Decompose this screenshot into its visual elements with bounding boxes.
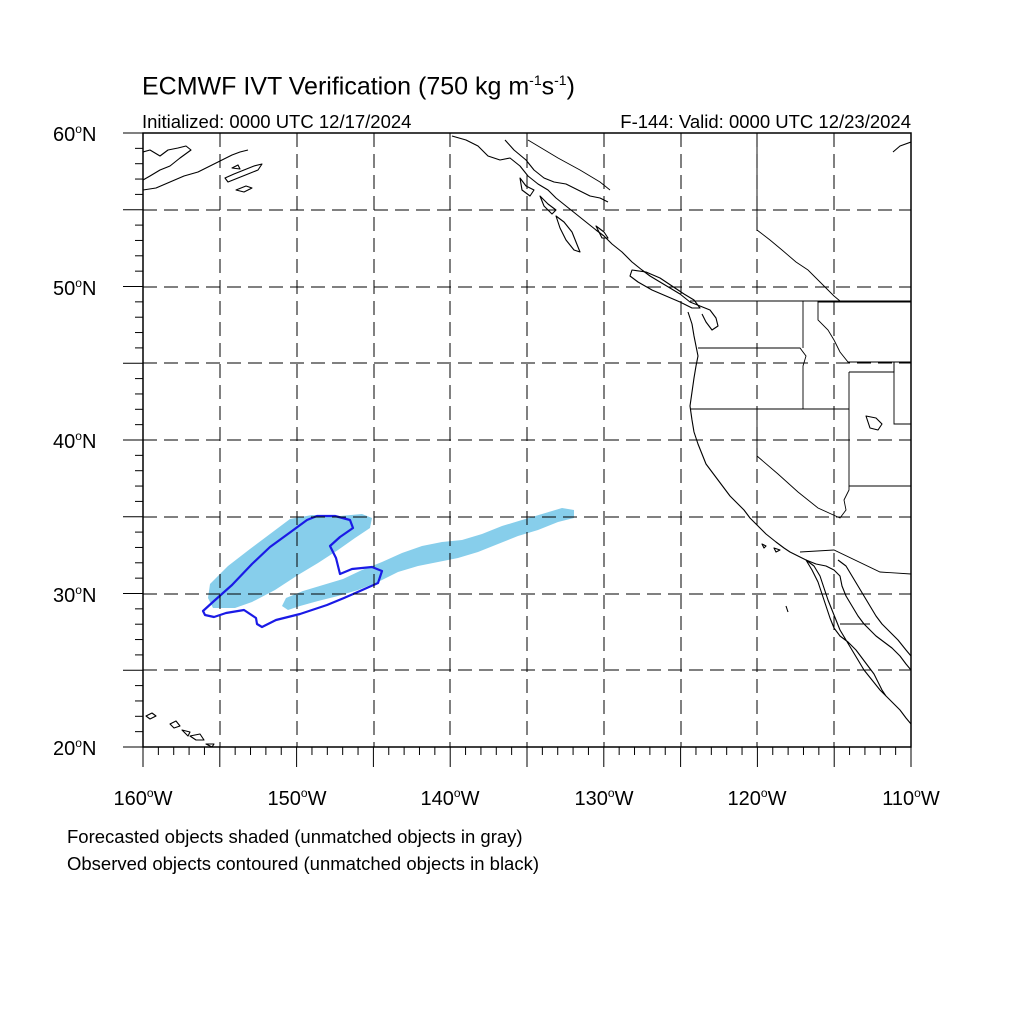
axis-ticks — [123, 132, 912, 767]
valid-time: F-144: Valid: 0000 UTC 12/23/2024 — [620, 111, 911, 132]
forecast-object-east — [282, 508, 574, 610]
forecast-object-west — [208, 514, 372, 608]
coastlines — [143, 135, 911, 747]
political-borders — [527, 133, 911, 625]
lat-label-60: 60oN — [53, 122, 97, 146]
plot-title: ECMWF IVT Verification (750 kg m-1s-1) — [142, 72, 575, 101]
forecast-legend-note: Forecasted objects shaded (unmatched obj… — [67, 826, 523, 847]
lat-label-30: 30oN — [53, 583, 97, 607]
initialized-time: Initialized: 0000 UTC 12/17/2024 — [142, 111, 412, 132]
lon-label-110w: 110oW — [882, 786, 940, 810]
lat-label-40: 40oN — [53, 429, 97, 453]
observed-object-contour — [201, 514, 384, 629]
lon-label-140w: 140oW — [420, 786, 480, 810]
lat-label-50: 50oN — [53, 276, 97, 300]
lon-label-150w: 150oW — [267, 786, 327, 810]
graticule — [143, 133, 911, 747]
lat-label-20: 20oN — [53, 736, 97, 760]
lon-label-130w: 130oW — [574, 786, 634, 810]
observed-legend-note: Observed objects contoured (unmatched ob… — [67, 853, 540, 874]
lon-label-120w: 120oW — [727, 786, 787, 810]
lon-label-160w: 160oW — [113, 786, 173, 810]
